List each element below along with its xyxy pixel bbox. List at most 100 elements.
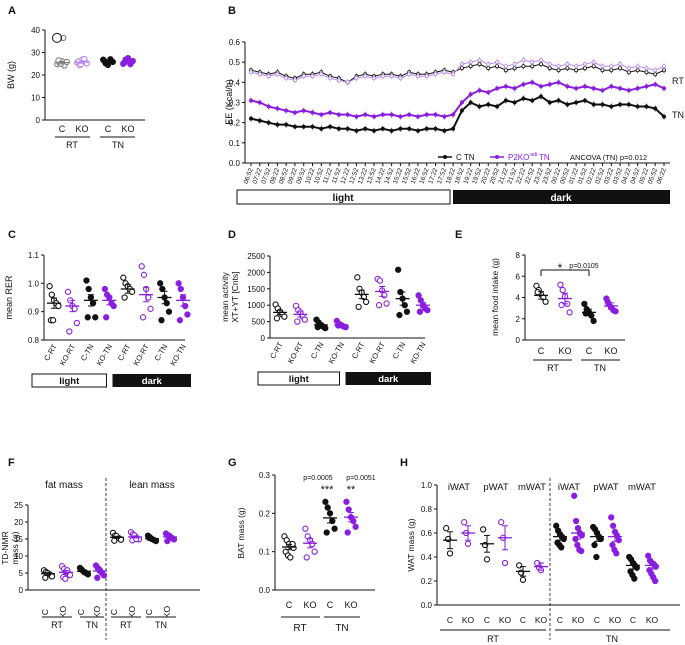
panel-d-point — [403, 308, 411, 315]
panel-h-x-label: KO — [535, 615, 548, 625]
panel-c-point — [103, 314, 110, 321]
panel-d-point — [376, 277, 384, 284]
panel-h-point — [572, 517, 580, 525]
panel-c-x-label: KO-TN — [168, 343, 187, 368]
panel-b-point — [503, 84, 508, 89]
panel-b-point — [301, 124, 306, 129]
panel-b-point — [284, 122, 289, 127]
panel-g-x-label: KO — [344, 600, 357, 610]
panel-letter: E — [455, 229, 462, 241]
panel-b-point — [609, 104, 614, 109]
panel-b-point — [530, 60, 535, 65]
panel-h-depot-label: mWAT — [628, 482, 656, 493]
panel-b-point — [600, 102, 605, 107]
panel-letter: C — [8, 229, 16, 241]
panel-e-y-tick-label: 4 — [516, 294, 521, 303]
panel-b-point — [372, 76, 377, 81]
panel-h-point — [446, 550, 454, 557]
panel-d-point — [281, 313, 288, 320]
panel-d-y-tick-label: 500 — [252, 318, 266, 327]
panel-b-point — [626, 66, 631, 71]
panel-letter: H — [400, 457, 408, 469]
panel-b-y-label: EE (Kcal/h) — [224, 79, 234, 125]
panel-h-x-label: KO — [646, 615, 659, 625]
panel-b-point — [618, 102, 623, 107]
panel-b-point — [363, 74, 368, 79]
panel-b-legend-marker — [443, 155, 447, 159]
panel-e-point — [557, 281, 564, 288]
panel-f-y-tick-label: 15 — [14, 535, 23, 544]
panel-d-x-label: KO-RT — [286, 340, 306, 365]
panel-b-point — [565, 62, 570, 67]
panel-b-point — [512, 62, 517, 67]
panel-b-point — [424, 74, 429, 79]
panel-c-point — [138, 263, 145, 270]
panel-b-point — [635, 64, 640, 69]
panel-b-point — [451, 126, 456, 131]
panel-g-y-tick-label: 0.3 — [259, 471, 271, 480]
panel-b-end-label-rt: RT — [672, 76, 684, 86]
panel-f-x-label: KO — [127, 605, 137, 618]
panel-c-y-tick-label: 1.1 — [28, 251, 40, 260]
panel-h-y-label: WAT mass (g) — [406, 518, 416, 571]
panel-b-legend-ko-sup: adi — [530, 152, 537, 158]
panel-b-point — [284, 108, 289, 113]
panel-b-point — [468, 100, 473, 105]
panel-c-x-label: KO-TN — [95, 343, 114, 368]
panel-b-point — [354, 128, 359, 133]
panel-a-outlier-ring — [52, 32, 62, 43]
panel-d-point — [396, 311, 403, 319]
panel-c-y-tick-label: 1.0 — [28, 279, 40, 288]
panel-b-point — [292, 124, 297, 129]
panel-e-p-value: p=0.0105 — [569, 263, 598, 270]
panel-b-y-tick-label: 0.1 — [229, 139, 241, 148]
panel-e-point — [612, 308, 619, 315]
panel-b-point — [407, 112, 412, 117]
panel-letter: F — [8, 457, 15, 469]
panel-c-point — [158, 317, 165, 324]
panel-b-point — [495, 104, 500, 109]
panel-b-point — [521, 96, 526, 101]
panel-h-point — [593, 553, 600, 561]
panel-letter: B — [228, 5, 236, 17]
panel-b-point — [521, 58, 526, 63]
panel-b-point — [574, 100, 579, 105]
panel-b-point — [530, 98, 535, 103]
panel-b-point — [644, 104, 649, 109]
panel-b-point — [565, 84, 570, 89]
panel-a-x-label: C — [105, 124, 112, 134]
panel-letter: G — [228, 457, 237, 469]
panel-g-point — [311, 548, 318, 555]
panel-b-point — [495, 60, 500, 65]
panel-b-point — [407, 72, 412, 77]
panel-h-y-tick-label: 1.0 — [421, 481, 433, 490]
panel-h-x-label: C — [520, 615, 526, 625]
panel-c-x-label: C-RT — [116, 342, 133, 362]
panel-h-x-label: C — [594, 615, 600, 625]
panel-f-y-tick-label: 20 — [14, 518, 23, 527]
panel-g-x-label: C — [286, 600, 293, 610]
panel-g-point — [352, 523, 359, 530]
panel-c-x-label: KO-RT — [131, 342, 151, 367]
panel-a-y-tick-label: 40 — [31, 26, 40, 35]
panel-h-point — [571, 492, 578, 499]
panel-g-point — [343, 498, 350, 505]
panel-b-point — [407, 126, 412, 131]
panel-c-point — [92, 314, 99, 321]
panel-a-group-label: TN — [112, 140, 124, 150]
panel-b-point — [538, 58, 543, 63]
panel-g-point — [323, 529, 330, 536]
panel-a-y-tick-label: 10 — [31, 94, 40, 103]
panel-d-y-label-2: XT+YT [Cnts] — [230, 271, 240, 322]
panel-g-x-label: KO — [303, 600, 316, 610]
panel-g-stars: ** — [347, 484, 356, 496]
panel-b-point — [424, 112, 429, 117]
panel-b-legend-ko: P2KO — [508, 153, 529, 162]
panel-a-x-label: C — [59, 124, 66, 134]
panel-b-point — [556, 80, 561, 85]
panel-b-point — [486, 90, 491, 95]
panel-b-point — [626, 88, 631, 93]
panel-c-point — [157, 280, 164, 287]
panel-b-point — [275, 122, 280, 127]
